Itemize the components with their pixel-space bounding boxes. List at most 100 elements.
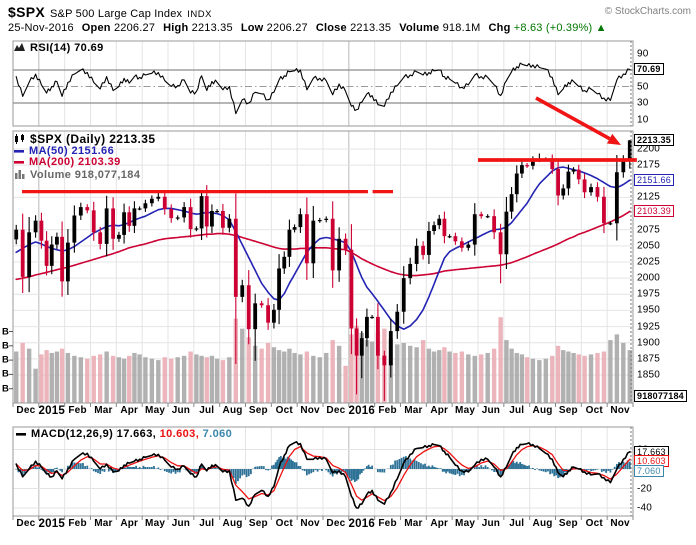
quote-row: 25-Nov-2016 Open 2206.27 High 2213.35 Low 2… <box>8 22 607 34</box>
month-label: Mar <box>404 405 423 416</box>
dash-icon <box>14 147 25 158</box>
month-label: Feb <box>68 405 87 416</box>
quote-chg-label: Chg <box>488 22 511 34</box>
month-label: Nov <box>610 405 630 416</box>
quote-close-label: Close <box>315 22 347 34</box>
volume-value-box: 918077184 <box>634 390 687 402</box>
month-label: Sep <box>248 405 268 416</box>
price-axis-label: 2000 <box>637 272 661 284</box>
dash-icon <box>14 158 25 169</box>
quote-fields: Open 2206.27 High 2213.35 Low 2206.27 Close… <box>74 22 481 34</box>
month-label: Feb <box>378 518 397 529</box>
quote-high-value: 2213.35 <box>188 22 233 34</box>
macd-legend-segment: 10.603, <box>156 428 200 440</box>
area-icon <box>14 42 26 55</box>
macd-legend-segment: 7.060 <box>199 428 233 440</box>
month-label: Oct <box>275 405 293 416</box>
rsi-axis-label: 90 <box>637 48 649 59</box>
month-label: Oct <box>585 405 603 416</box>
price-axis-label: 2025 <box>637 256 661 268</box>
rsi-value-box: 70.69 <box>634 63 664 76</box>
quote-low-label: Low <box>240 22 264 34</box>
quote-volume-label: Volume <box>399 22 440 34</box>
price-axis-label: 1950 <box>637 304 661 316</box>
rsi-axis-label: 50 <box>637 81 649 92</box>
ticker-symbol: $SPX <box>8 4 45 20</box>
price-axis-label: 2175 <box>637 159 661 171</box>
month-label: Jul <box>199 405 215 416</box>
month-label: Aug <box>532 518 553 529</box>
month-label: Mar <box>94 518 113 529</box>
month-label: Sep <box>558 405 578 416</box>
rsi-axis-label: 10 <box>637 114 649 125</box>
volume-axis-label: B <box>2 368 9 380</box>
month-label: 2015 <box>38 405 65 417</box>
macd-axis-label: -40 <box>637 502 653 514</box>
month-label: Feb <box>378 405 397 416</box>
price-axis-label: 2075 <box>637 224 661 236</box>
month-label: Nov <box>610 518 630 529</box>
month-label: Dec <box>16 518 36 529</box>
main-legend-row: MA(50) 2151.66 <box>14 145 114 158</box>
month-label: May <box>455 518 476 529</box>
month-label: Mar <box>404 518 423 529</box>
price-axis-label: 1850 <box>637 369 661 381</box>
candles-icon <box>14 134 26 146</box>
month-label: Feb <box>68 518 87 529</box>
price-axis-label: 1875 <box>637 353 661 365</box>
price-axis-label: 1925 <box>637 321 661 333</box>
rsi-legend: RSI(14) 70.69 <box>14 42 104 55</box>
month-label: 2016 <box>348 405 375 417</box>
volume-axis-label: B <box>2 340 9 352</box>
quote-date: 25-Nov-2016 <box>8 22 74 34</box>
price-axis-label: 2125 <box>637 191 661 203</box>
month-label: Sep <box>248 518 268 529</box>
quote-volume-value: 918.1M <box>439 22 481 34</box>
main-legend-row: MA(200) 2103.39 <box>14 157 121 168</box>
chart-header: $SPX S&P 500 Large Cap Index INDX <box>8 4 212 22</box>
month-label: Jul <box>509 405 525 416</box>
month-label: 2015 <box>38 518 65 530</box>
macd-value-box: 7.060 <box>634 464 664 477</box>
main-legend-row: Volume 918,077,184 <box>14 169 140 180</box>
month-label: Jul <box>509 518 525 529</box>
month-label: Dec <box>16 405 36 416</box>
month-label: Jun <box>171 405 191 416</box>
price-axis-label: 1975 <box>637 288 661 300</box>
quote-open-value: 2206.27 <box>110 22 156 34</box>
month-label: Nov <box>300 405 320 416</box>
ticker-exchange: INDX <box>187 9 212 20</box>
month-label: Jun <box>481 405 501 416</box>
month-label: Oct <box>275 518 293 529</box>
price-axis-label: 2200 <box>637 143 661 155</box>
volume-axis-label: B <box>2 354 9 366</box>
month-label: Jun <box>171 518 191 529</box>
month-label: Jun <box>481 518 501 529</box>
month-label: Aug <box>532 405 553 416</box>
main-legend-row: $SPX (Daily) 2213.35 <box>14 133 155 146</box>
price-axis-label: 2050 <box>637 240 661 252</box>
quote-low-value: 2206.27 <box>263 22 308 34</box>
ticker-name: S&P 500 Large Cap Index <box>50 8 183 20</box>
dash-icon <box>16 430 27 441</box>
month-label: Aug <box>222 518 243 529</box>
month-label: Sep <box>558 518 578 529</box>
month-label: Apr <box>120 518 139 529</box>
quote-change: Chg +8.63 (+0.39%) ▲ <box>488 22 607 34</box>
month-label: May <box>455 405 476 416</box>
price-axis-label: 1900 <box>637 337 661 349</box>
month-label: Dec <box>326 518 346 529</box>
month-label: Mar <box>94 405 113 416</box>
price-value-box: 2213.35 <box>634 134 674 147</box>
volume-axis-label: B <box>2 326 9 337</box>
month-label: Apr <box>430 518 449 529</box>
macd-legend: MACD(12,26,9) 17.663, 10.603, 7.060 <box>16 429 232 440</box>
volume-axis-label: B <box>2 383 9 395</box>
month-label: Oct <box>585 518 603 529</box>
macd-legend-segment: MACD(12,26,9) 17.663, <box>31 428 157 440</box>
quote-high-label: High <box>163 22 189 34</box>
month-label: Apr <box>430 405 449 416</box>
month-label: Dec <box>326 405 346 416</box>
month-label: 2016 <box>348 518 375 530</box>
